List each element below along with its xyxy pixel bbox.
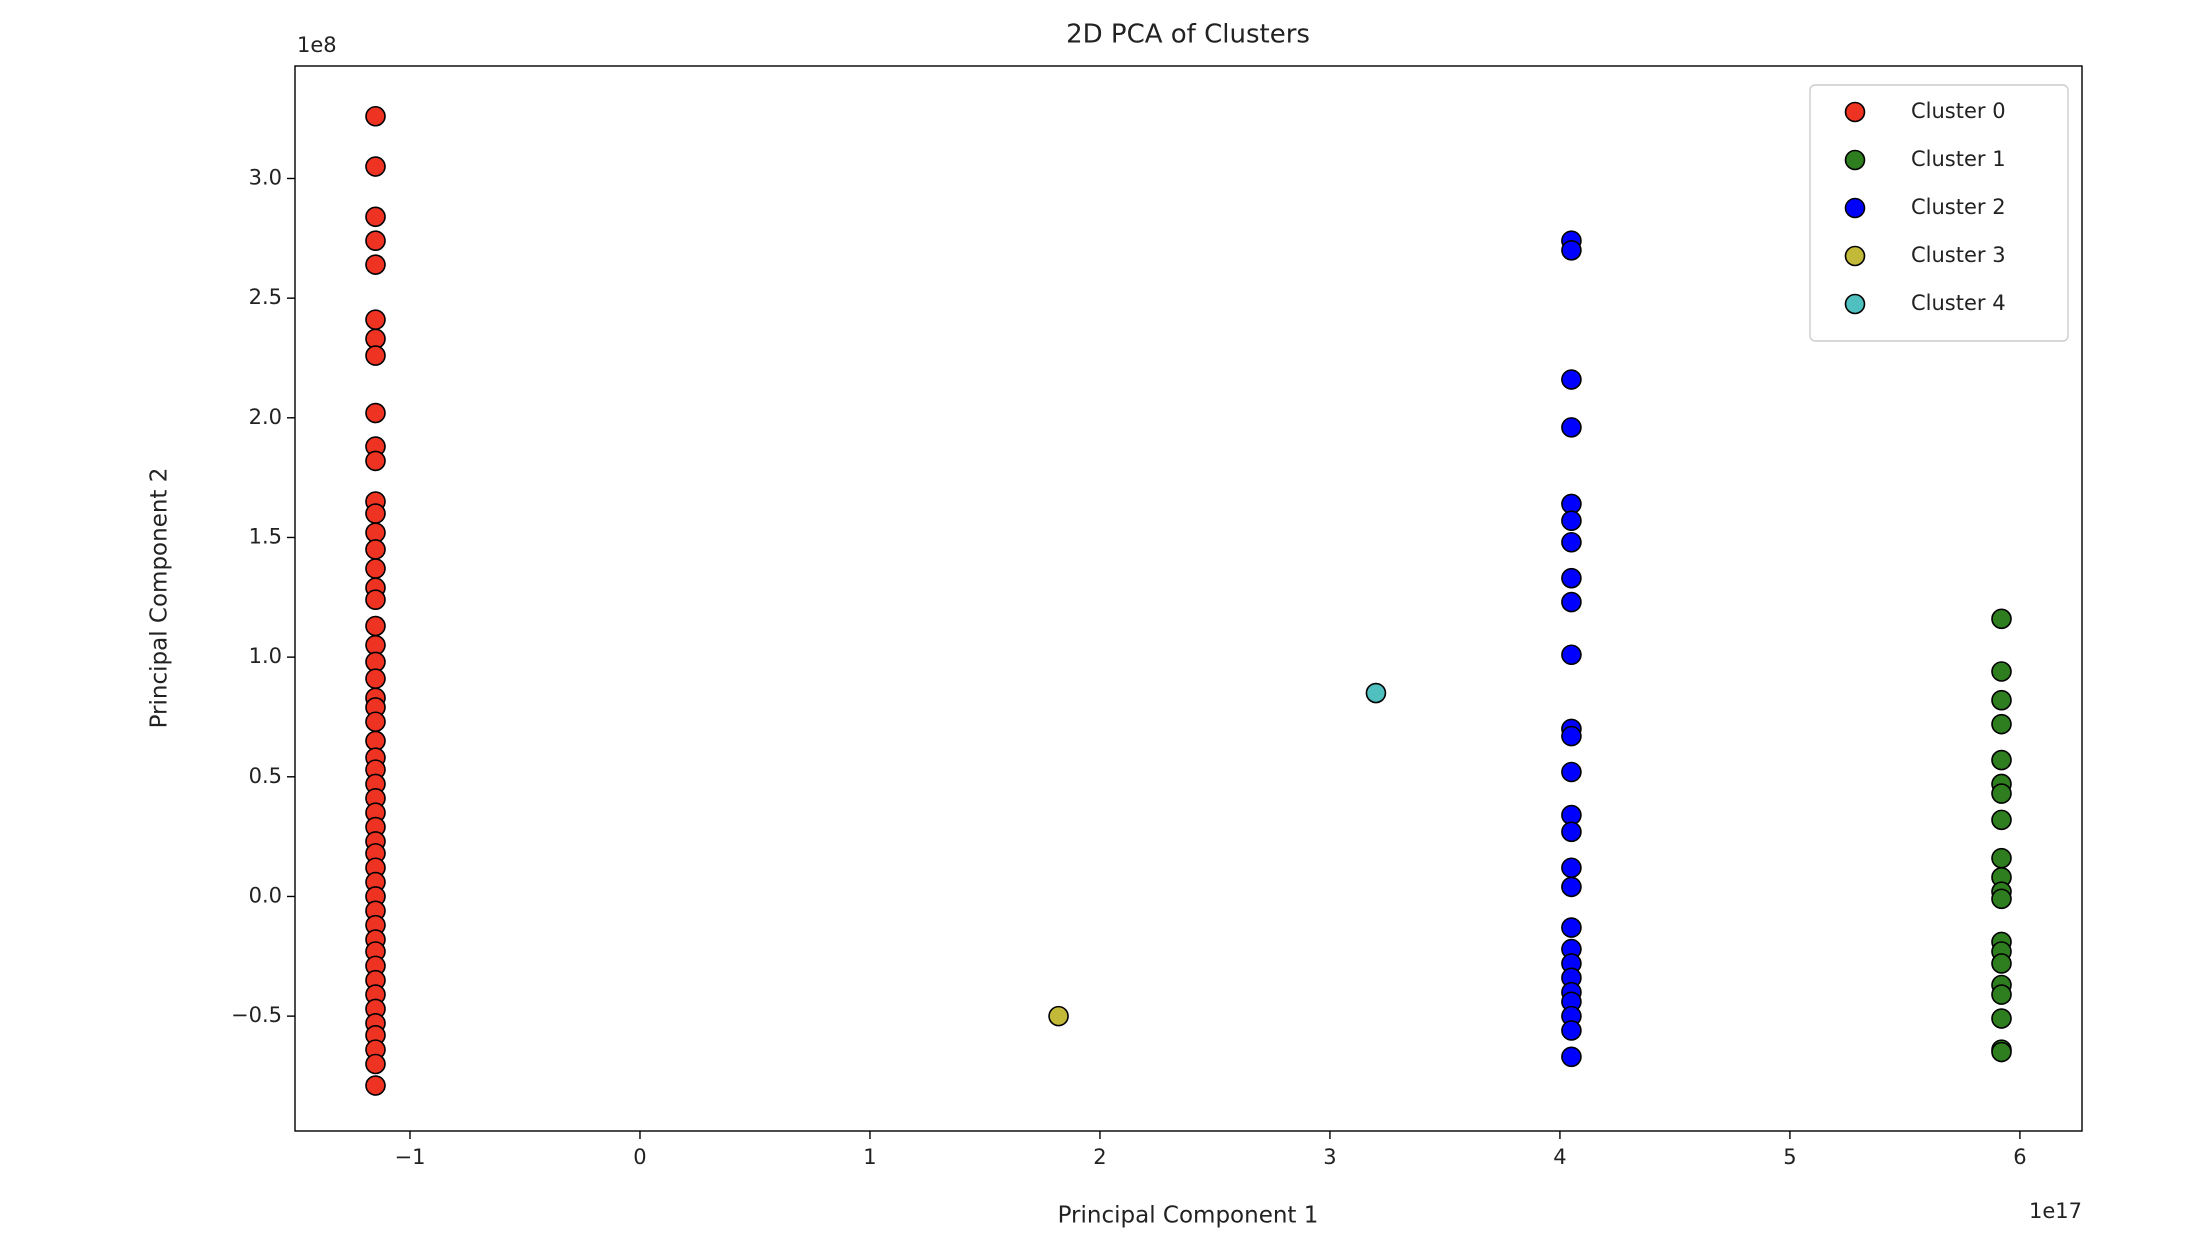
point: [365, 539, 386, 560]
point: [1991, 1041, 2012, 1063]
point: [1561, 1020, 1582, 1041]
point: [1991, 1008, 2012, 1029]
y-tick-label: 2.0: [249, 405, 282, 429]
y-tick-label: 1.0: [249, 644, 282, 668]
point: [1991, 888, 2012, 910]
point: [365, 402, 386, 424]
point: [365, 1075, 386, 1096]
x-tick-label: 5: [1783, 1145, 1796, 1169]
point: [365, 254, 386, 275]
x-tick-label: 0: [633, 1145, 646, 1169]
legend-label: Cluster 1: [1911, 147, 2006, 171]
y-tick-label: 2.5: [249, 285, 282, 309]
legend-marker: [1844, 293, 1866, 315]
point: [365, 711, 386, 733]
point: [1561, 857, 1582, 879]
point: [365, 230, 386, 252]
x-offset-label: 1e17: [2029, 1199, 2082, 1223]
point: [1561, 369, 1582, 390]
point: [365, 558, 386, 579]
point: [1561, 821, 1582, 843]
point: [1561, 510, 1582, 532]
point: [1991, 809, 2012, 831]
point: [1991, 783, 2012, 804]
y-tick-label: −0.5: [231, 1003, 282, 1027]
x-tick-label: 3: [1323, 1145, 1336, 1169]
legend-box: [1809, 84, 2069, 342]
legend-marker: [1844, 245, 1866, 267]
point: [1561, 531, 1582, 553]
point: [1991, 984, 2012, 1005]
x-tick-label: 4: [1553, 1145, 1566, 1169]
y-tick-label: 1.5: [249, 524, 282, 548]
y-axis-label: Principal Component 2: [147, 468, 173, 729]
point: [1991, 847, 2012, 869]
legend-marker: [1844, 101, 1866, 123]
point: [365, 450, 386, 472]
x-tick-label: 1: [863, 1145, 876, 1169]
y-tick-label: 0.0: [249, 883, 282, 907]
plot-frame: [294, 65, 2083, 1132]
point: [1561, 567, 1582, 589]
y-tick-label: 3.0: [249, 165, 282, 189]
legend-label: Cluster 0: [1911, 99, 2006, 123]
point: [365, 503, 386, 524]
point: [1561, 725, 1582, 747]
point: [1365, 682, 1387, 704]
point: [1048, 1005, 1069, 1027]
point: [365, 615, 386, 637]
x-tick-label: 2: [1093, 1145, 1106, 1169]
point: [365, 105, 386, 127]
point: [1991, 953, 2012, 974]
point: [1561, 761, 1582, 783]
legend-label: Cluster 4: [1911, 291, 2006, 315]
x-tick-label: −1: [395, 1145, 426, 1169]
point: [365, 589, 386, 610]
point: [1991, 713, 2012, 735]
x-axis-label: Principal Component 1: [1058, 1203, 1319, 1229]
y-tick-label: 0.5: [249, 764, 282, 788]
x-tick-label: 6: [2013, 1145, 2026, 1169]
point: [365, 156, 386, 177]
point: [365, 309, 386, 330]
legend-label: Cluster 2: [1911, 195, 2006, 219]
point: [1561, 591, 1582, 613]
point: [1561, 876, 1582, 898]
point: [1991, 608, 2012, 630]
point: [1991, 661, 2012, 682]
point: [365, 345, 386, 366]
point: [365, 206, 386, 228]
point: [1561, 917, 1582, 938]
point: [1561, 1046, 1582, 1068]
y-offset-label: 1e8: [297, 33, 337, 57]
point: [1991, 749, 2012, 771]
point: [1561, 644, 1582, 666]
point: [1561, 239, 1582, 261]
point: [1991, 689, 2012, 711]
legend-marker: [1844, 197, 1866, 219]
legend-marker: [1844, 149, 1866, 171]
legend-label: Cluster 3: [1911, 243, 2006, 267]
point: [1561, 417, 1582, 438]
point: [365, 668, 386, 689]
chart-title: 2D PCA of Clusters: [1066, 20, 1310, 50]
point: [365, 1053, 386, 1075]
